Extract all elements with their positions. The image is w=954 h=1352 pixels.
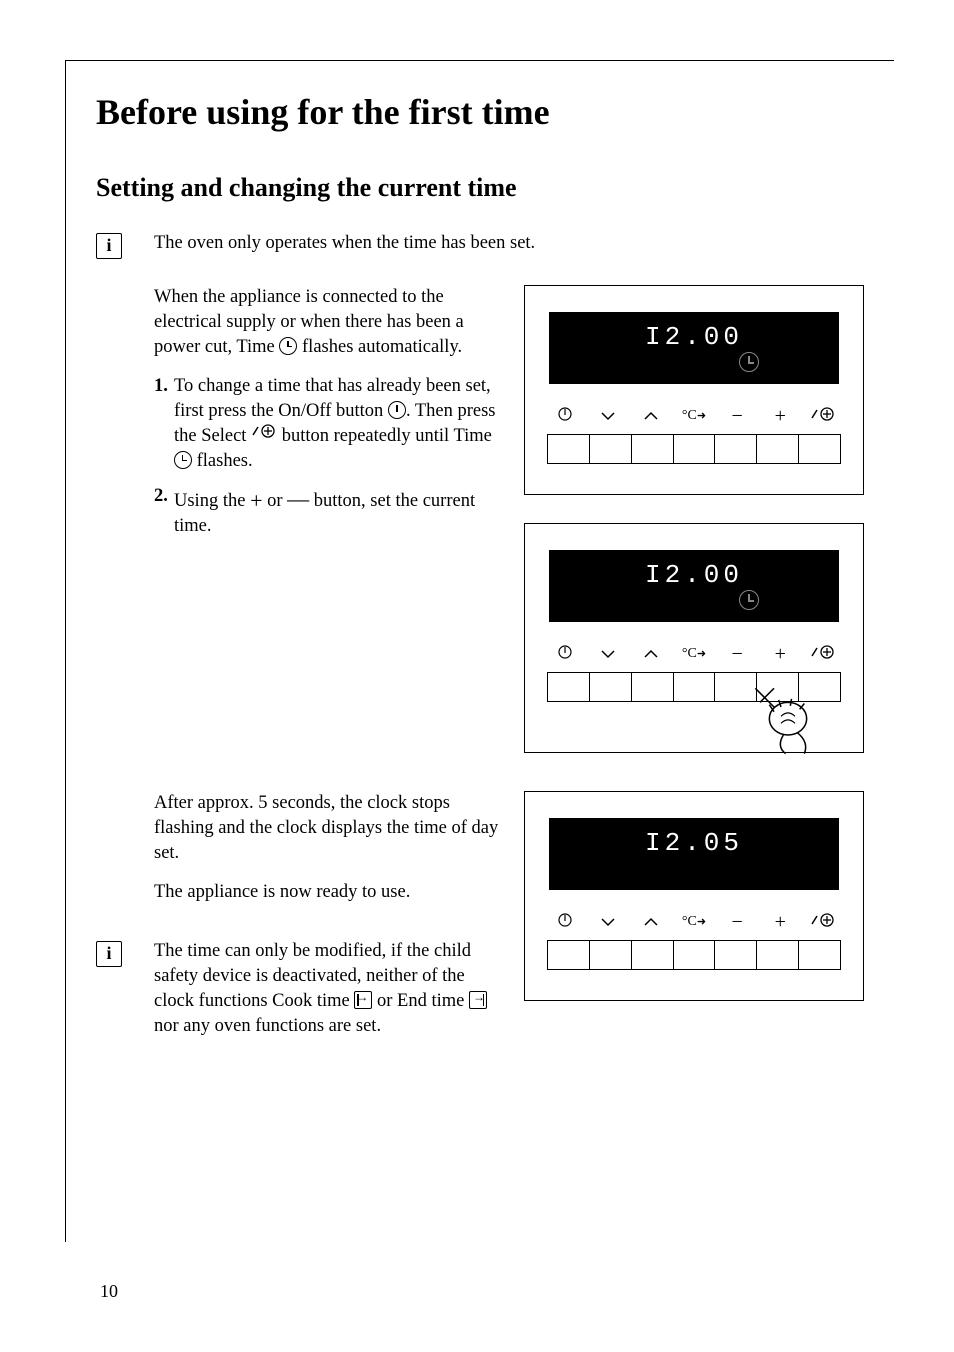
sym-select-3 bbox=[802, 912, 845, 933]
step-1-num: 1. bbox=[154, 374, 174, 474]
hand-icon bbox=[753, 686, 823, 756]
spacer-2 bbox=[96, 791, 154, 793]
sym-power bbox=[543, 406, 586, 427]
symbol-row-1: °C➜ − + bbox=[543, 402, 845, 430]
sym-temp: °C➜ bbox=[672, 408, 715, 424]
s2t2: or bbox=[262, 491, 287, 511]
select-icon bbox=[251, 422, 277, 447]
figure-col-1: I2.00 °C➜ − + I2.00 bbox=[504, 285, 894, 781]
n2c: nor any oven functions are set. bbox=[154, 1016, 381, 1036]
sym-power-2 bbox=[543, 644, 586, 665]
lcd-time-3: I2.05 bbox=[549, 828, 839, 858]
spacer bbox=[96, 285, 154, 287]
block-1: When the appliance is connected to the e… bbox=[96, 285, 894, 781]
display-panel-1: I2.00 °C➜ − + bbox=[524, 285, 864, 495]
sym-up-2 bbox=[629, 644, 672, 665]
sym-up bbox=[629, 406, 672, 427]
step-2-num: 2. bbox=[154, 484, 174, 539]
para1b: flashes automatically. bbox=[297, 337, 462, 357]
sym-minus-3: − bbox=[716, 911, 759, 934]
step-list: 1. To change a time that has already bee… bbox=[154, 374, 504, 539]
display-panel-2: I2.00 °C➜ − + bbox=[524, 523, 864, 753]
s1t4: flashes. bbox=[192, 451, 253, 471]
clock-icon-2 bbox=[174, 451, 192, 469]
sym-select bbox=[802, 406, 845, 427]
lcd-2: I2.00 bbox=[549, 550, 839, 622]
sym-minus-2: − bbox=[716, 643, 759, 666]
lcd-time-1: I2.00 bbox=[549, 322, 839, 352]
sym-up-3 bbox=[629, 912, 672, 933]
step-2-text: Using the + or — button, set the current… bbox=[174, 484, 504, 539]
sym-minus: − bbox=[716, 405, 759, 428]
lcd-time-2: I2.00 bbox=[549, 560, 839, 590]
main-title: Before using for the first time bbox=[96, 91, 894, 133]
s2t1: Using the bbox=[174, 491, 250, 511]
step-1-text: To change a time that has already been s… bbox=[174, 374, 504, 474]
sym-temp-3: °C➜ bbox=[672, 914, 715, 930]
intro-row: The oven only operates when the time has… bbox=[96, 231, 894, 259]
sym-plus-2: + bbox=[759, 643, 802, 666]
button-strip-3 bbox=[547, 940, 841, 970]
page-frame: Before using for the first time Setting … bbox=[65, 60, 894, 1242]
lcd-clock-icon-1 bbox=[739, 352, 759, 372]
symbol-row-2: °C➜ − + bbox=[543, 640, 845, 668]
clock-icon bbox=[279, 337, 297, 355]
page-number: 10 bbox=[100, 1281, 118, 1302]
text-block-1: When the appliance is connected to the e… bbox=[154, 285, 504, 549]
sym-down-3 bbox=[586, 912, 629, 933]
sym-plus-3: + bbox=[759, 911, 802, 934]
lcd-3: I2.05 bbox=[549, 818, 839, 890]
para-after1: After approx. 5 seconds, the clock stops… bbox=[154, 791, 504, 866]
sym-down bbox=[586, 406, 629, 427]
s1t3: button repeatedly until Time bbox=[277, 426, 492, 446]
info-icon-2 bbox=[96, 941, 122, 967]
para1: When the appliance is connected to the e… bbox=[154, 285, 504, 360]
info-icon bbox=[96, 233, 122, 259]
button-strip-1 bbox=[547, 434, 841, 464]
cooktime-icon bbox=[354, 991, 372, 1009]
figure-col-3: I2.05 °C➜ − + bbox=[504, 791, 894, 1029]
symbol-row-3: °C➜ − + bbox=[543, 908, 845, 936]
sym-select-2 bbox=[802, 644, 845, 665]
step-1: 1. To change a time that has already bee… bbox=[154, 374, 504, 474]
display-panel-3: I2.05 °C➜ − + bbox=[524, 791, 864, 1001]
sym-power-3 bbox=[543, 912, 586, 933]
onoff-icon bbox=[388, 401, 406, 419]
sym-temp-2: °C➜ bbox=[672, 646, 715, 662]
note-2-text: The time can only be modified, if the ch… bbox=[154, 939, 504, 1039]
sym-plus: + bbox=[759, 405, 802, 428]
lcd-clock-icon-2 bbox=[739, 590, 759, 610]
text-block-2: After approx. 5 seconds, the clock stops… bbox=[154, 791, 504, 919]
step-2: 2. Using the + or — button, set the curr… bbox=[154, 484, 504, 539]
sym-down-2 bbox=[586, 644, 629, 665]
minus-icon: — bbox=[287, 486, 309, 511]
plus-icon: + bbox=[250, 488, 262, 513]
para-after2: The appliance is now ready to use. bbox=[154, 880, 504, 905]
endtime-icon bbox=[469, 991, 487, 1009]
lcd-1: I2.00 bbox=[549, 312, 839, 384]
sub-title: Setting and changing the current time bbox=[96, 173, 894, 203]
n2b: or End time bbox=[372, 991, 469, 1011]
intro-text: The oven only operates when the time has… bbox=[154, 231, 535, 256]
info-col bbox=[96, 231, 154, 259]
info-col-2 bbox=[96, 939, 154, 967]
